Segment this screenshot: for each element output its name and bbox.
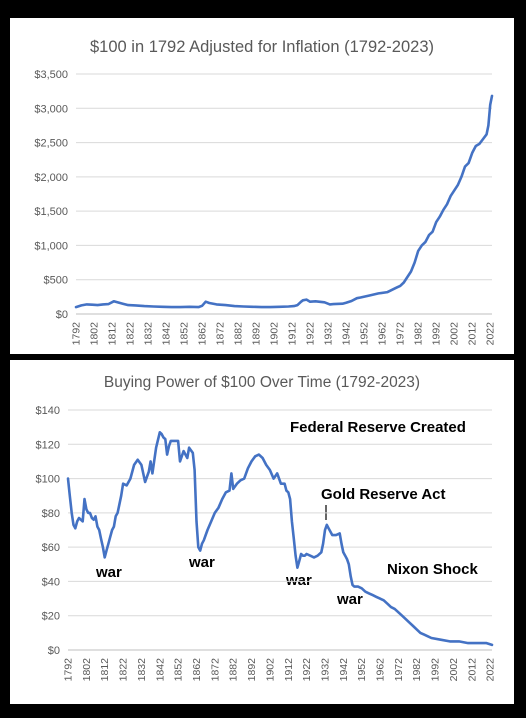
x-tick-label: 1922 [301, 658, 313, 682]
x-tick-label: 1882 [233, 322, 245, 346]
annotation-war-1943: war [336, 591, 363, 608]
buying-power-chart: Buying Power of $100 Over Time (1792-202… [36, 374, 497, 681]
x-tick-label: 1802 [89, 322, 101, 346]
buying-power-chart-panel: Buying Power of $100 Over Time (1792-202… [10, 360, 514, 704]
x-tick-label: 2012 [466, 658, 478, 682]
y-tick-label: $1,000 [34, 240, 68, 252]
x-tick-label: 1962 [375, 658, 387, 682]
x-tick-label: 2002 [448, 658, 460, 682]
y-tick-label: $20 [42, 611, 60, 623]
x-tick-label: 2022 [485, 658, 497, 682]
x-tick-label: 1902 [264, 658, 276, 682]
x-tick-label: 1952 [359, 322, 371, 346]
annotation-nixon-shock: Nixon Shock [387, 561, 479, 578]
x-tick-label: 1992 [431, 322, 443, 346]
x-tick-label: 1902 [269, 322, 281, 346]
annotation-federal-reserve-created: Federal Reserve Created [290, 419, 466, 436]
x-tick-label: 1952 [356, 658, 368, 682]
x-tick-label: 1862 [191, 658, 203, 682]
x-tick-label: 1792 [71, 322, 83, 346]
x-tick-label: 1842 [161, 322, 173, 346]
x-tick-label: 1942 [338, 658, 350, 682]
y-tick-label: $3,000 [34, 103, 68, 115]
y-tick-label: $0 [48, 645, 60, 657]
x-tick-label: 1852 [173, 658, 185, 682]
x-tick-label: 1972 [395, 322, 407, 346]
x-tick-label: 1832 [143, 322, 155, 346]
chart-title: $100 in 1792 Adjusted for Inflation (179… [90, 38, 434, 56]
x-tick-label: 1872 [215, 322, 227, 346]
x-tick-label: 1922 [305, 322, 317, 346]
series-line [74, 94, 494, 309]
x-tick-label: 2012 [467, 322, 479, 346]
x-tick-label: 1992 [430, 658, 442, 682]
series-line [66, 431, 494, 647]
inflation-chart: $100 in 1792 Adjusted for Inflation (179… [34, 38, 496, 345]
x-tick-label: 1892 [251, 322, 263, 346]
chart-title: Buying Power of $100 Over Time (1792-202… [104, 374, 420, 391]
x-tick-label: 1932 [323, 322, 335, 346]
x-tick-label: 2002 [449, 322, 461, 346]
annotation-war-1812: war [95, 564, 122, 581]
y-tick-label: $3,500 [34, 69, 68, 81]
x-tick-label: 1872 [209, 658, 221, 682]
x-tick-label: 1802 [81, 658, 93, 682]
annotation-war-1861: war [188, 554, 215, 571]
y-tick-label: $500 [44, 275, 68, 287]
y-tick-label: $100 [36, 474, 60, 486]
x-tick-label: 1842 [154, 658, 166, 682]
x-tick-label: 1932 [319, 658, 331, 682]
x-tick-label: 1892 [246, 658, 258, 682]
x-tick-label: 1972 [393, 658, 405, 682]
x-tick-label: 1792 [63, 658, 75, 682]
y-tick-label: $0 [56, 309, 68, 321]
y-tick-label: $120 [36, 439, 60, 451]
x-tick-label: 1982 [411, 658, 423, 682]
y-tick-label: $80 [42, 508, 60, 520]
x-tick-label: 1962 [377, 322, 389, 346]
y-tick-label: $140 [36, 405, 60, 417]
y-tick-label: $1,500 [34, 206, 68, 218]
y-tick-label: $60 [42, 542, 60, 554]
annotation-gold-reserve-act: Gold Reserve Act [321, 486, 446, 503]
y-tick-label: $2,500 [34, 138, 68, 150]
inflation-chart-panel: $100 in 1792 Adjusted for Inflation (179… [10, 18, 514, 354]
x-tick-label: 1832 [136, 658, 148, 682]
x-tick-label: 2022 [485, 322, 497, 346]
x-tick-label: 1982 [413, 322, 425, 346]
x-tick-label: 1912 [287, 322, 299, 346]
x-tick-label: 1862 [197, 322, 209, 346]
x-tick-label: 1912 [283, 658, 295, 682]
plot-area: $0 $20 $40 $60 $80 $100 $120 $140 1792 1802 1812 18… [36, 405, 497, 681]
x-tick-label: 1882 [228, 658, 240, 682]
x-tick-label: 1822 [125, 322, 137, 346]
x-tick-label: 1812 [99, 658, 111, 682]
x-tick-label: 1852 [179, 322, 191, 346]
x-tick-label: 1942 [341, 322, 353, 346]
x-tick-label: 1812 [107, 322, 119, 346]
y-tick-label: $2,000 [34, 172, 68, 184]
y-tick-label: $40 [42, 576, 60, 588]
plot-area: $0 $500 $1,000 $1,500 $2,000 $2,500 $3,000 $3,5… [34, 69, 496, 345]
annotation-war-1917: war [285, 572, 312, 589]
x-tick-label: 1822 [118, 658, 130, 682]
